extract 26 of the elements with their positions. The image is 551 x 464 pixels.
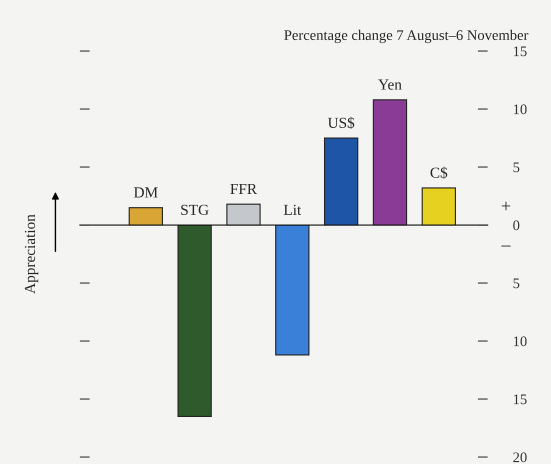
text: + xyxy=(502,202,510,210)
y-tick-label: 20 xyxy=(513,452,527,462)
text: – xyxy=(501,246,511,247)
y-tick-label: 15 xyxy=(514,394,527,404)
y-axis-title: Appreciation xyxy=(24,214,38,294)
x-tick-label: C$ xyxy=(430,166,448,179)
x-tick-label: US$ xyxy=(328,116,354,129)
x-tick-label: Lit xyxy=(284,204,302,215)
y-tick-label: 10 xyxy=(514,104,527,114)
y-tick-label: 10 xyxy=(514,336,527,346)
x-tick-label: Yen xyxy=(378,80,402,90)
x-tick-label: FFR xyxy=(230,184,258,194)
y-tick-label: 5 xyxy=(513,278,520,288)
bar xyxy=(324,137,358,226)
bar xyxy=(177,224,212,417)
bar xyxy=(372,99,408,226)
bar xyxy=(128,207,163,226)
y-tick-label: 0 xyxy=(513,220,520,230)
bar xyxy=(226,204,261,226)
chart-title: Percentage change 7 August–6 November xyxy=(284,30,528,44)
y-tick-label: 15 xyxy=(514,46,527,56)
bar xyxy=(275,224,310,356)
x-tick-label: DM xyxy=(134,187,158,198)
y-tick-label: 5 xyxy=(513,162,520,172)
x-tick-label: STG xyxy=(181,204,209,215)
bar xyxy=(422,187,456,226)
